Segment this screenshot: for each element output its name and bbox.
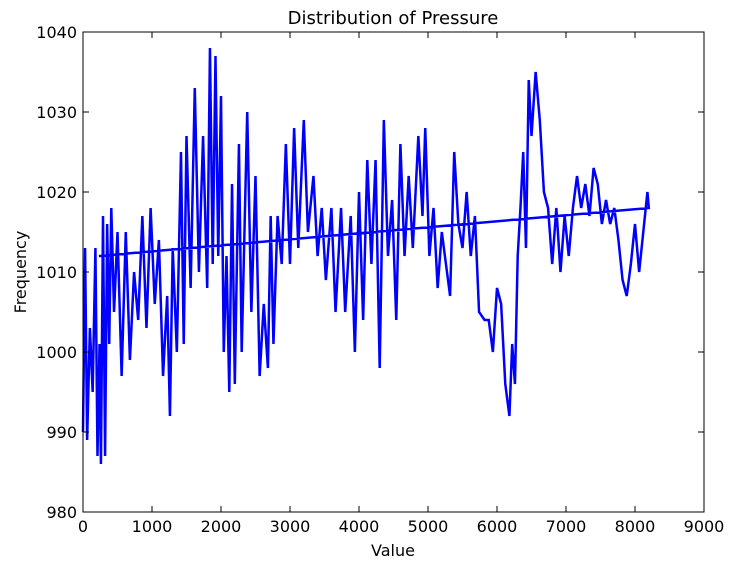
x-tick-label: 3000 — [270, 517, 311, 536]
x-tick-label: 7000 — [546, 517, 587, 536]
x-tick-label: 1000 — [132, 517, 173, 536]
chart-title: Distribution of Pressure — [288, 8, 499, 29]
x-tick-label: 9000 — [684, 517, 725, 536]
y-tick-label: 1040 — [36, 23, 77, 42]
y-tick-label: 990 — [46, 423, 77, 442]
x-tick-label: 8000 — [615, 517, 656, 536]
x-tick-label: 2000 — [201, 517, 242, 536]
x-tick-label: 5000 — [408, 517, 449, 536]
y-tick-label: 980 — [46, 503, 77, 522]
x-tick-label: 4000 — [339, 517, 380, 536]
data-line — [81, 47, 651, 465]
y-tick-label: 1030 — [36, 103, 77, 122]
plot-area — [81, 47, 651, 465]
x-tick-label: 6000 — [477, 517, 518, 536]
x-axis-label: Value — [371, 541, 415, 560]
y-tick-label: 1020 — [36, 183, 77, 202]
x-tick-label: 0 — [78, 517, 88, 536]
y-axis-label: Frequency — [11, 231, 30, 314]
y-tick-label: 1010 — [36, 263, 77, 282]
y-tick-label: 1000 — [36, 343, 77, 362]
